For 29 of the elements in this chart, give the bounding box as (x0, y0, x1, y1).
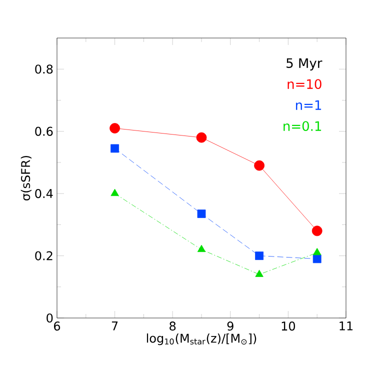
x-tick-label: 9 (227, 322, 234, 331)
text: n=0.1 (284, 121, 322, 132)
x-tick-label: 10 (282, 322, 296, 331)
point (196, 132, 207, 143)
y-tick-label: 0.6 (35, 126, 53, 136)
point (255, 270, 264, 277)
point (312, 226, 322, 236)
text: n=10 (288, 79, 322, 90)
point (197, 210, 206, 218)
y-tick-label: 0 (46, 313, 53, 323)
x-tick-label: 11 (340, 322, 353, 330)
point (313, 248, 322, 256)
x-tick-label: 7 (112, 322, 118, 330)
point (110, 144, 119, 153)
point (110, 123, 120, 134)
point (254, 160, 264, 171)
point (110, 188, 119, 196)
y-tick-label: 0.4 (35, 189, 53, 198)
point (312, 254, 322, 264)
x-tick-label: 8 (170, 322, 176, 331)
x-tick-label: 6 (54, 322, 60, 331)
y-axis-title: σ(sSFR) (20, 156, 32, 200)
annotation: 5 Myr (286, 58, 322, 71)
y-tick-label: 0.2 (35, 251, 52, 260)
point (197, 244, 206, 252)
point (255, 252, 264, 260)
y-tick-label: 0.8 (35, 64, 53, 74)
x-axis-title: log$_{10}$(M$_{star}$(z)/[M$_{⊙}$]) (146, 333, 256, 346)
text: n=1 (296, 100, 322, 110)
